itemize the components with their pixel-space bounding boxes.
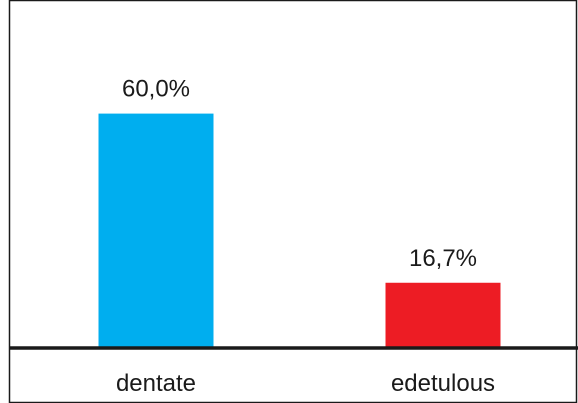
bar-series (98, 113, 501, 348)
value-label-group: 60,0% 16,7% (122, 76, 477, 272)
bar-dentate (98, 113, 214, 348)
category-label-dentate: dentate (116, 370, 196, 397)
category-label-edetulous: edetulous (391, 370, 495, 397)
value-label-edetulous: 16,7% (409, 245, 477, 272)
value-label-dentate: 60,0% (122, 76, 190, 103)
bar-edetulous (385, 282, 501, 348)
category-label-group: dentate edetulous (116, 370, 495, 397)
